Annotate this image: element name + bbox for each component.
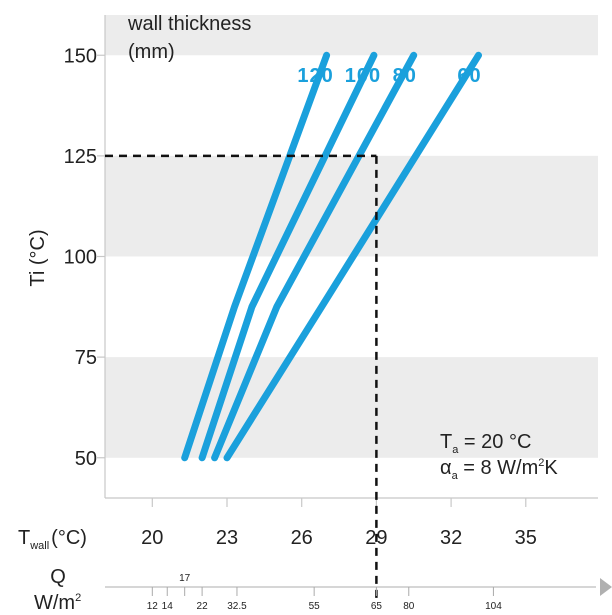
- x-tick-label: 23: [216, 527, 238, 549]
- q-tick-label: 32.5: [227, 601, 247, 612]
- x-axis-title: Twall (°C): [18, 527, 87, 552]
- y-tick-label: 100: [64, 247, 97, 269]
- series-label-120: 120: [297, 65, 333, 87]
- series-line-120: [181, 51, 331, 462]
- x-tick-label: 20: [141, 527, 163, 549]
- q-tick-label: 12: [147, 601, 159, 612]
- q-axis-unit: W/m2: [34, 592, 81, 614]
- x-axis-ticks: 20 23 26 29 32 35: [141, 498, 537, 549]
- series-label-100: 100: [345, 65, 381, 87]
- q-tick-label: 17: [179, 573, 191, 584]
- q-axis-arrow-icon: [600, 578, 612, 596]
- band-2: [105, 15, 598, 56]
- q-tick-label: 65: [371, 601, 383, 612]
- series-label-80: 80: [393, 65, 417, 87]
- annotation-ta: Ta = 20 °C: [440, 431, 531, 456]
- series-label-60: 60: [457, 65, 481, 87]
- series-lines: [181, 51, 482, 462]
- x-tick-label: 35: [515, 527, 537, 549]
- q-axis-ticks: 12 14 17 22 32.5 55 65 80 104: [147, 573, 502, 612]
- series-line-80: [211, 51, 418, 462]
- series-line-100: [198, 51, 378, 462]
- legend-title-line1: wall thickness: [127, 13, 251, 35]
- legend-title-line2: (mm): [128, 41, 175, 63]
- y-tick-label: 75: [75, 347, 97, 369]
- reference-dashed-lines: [105, 154, 378, 598]
- q-tick-label: 55: [309, 601, 321, 612]
- x-tick-label: 32: [440, 527, 462, 549]
- q-tick-label: 14: [162, 601, 174, 612]
- y-axis-title: Ti (°C): [27, 229, 49, 286]
- y-tick-label: 150: [64, 45, 97, 67]
- y-tick-label: 50: [75, 448, 97, 470]
- series-labels: 120 100 80 60: [297, 65, 481, 87]
- q-tick-label: 22: [197, 601, 209, 612]
- q-axis-label: Q: [50, 566, 66, 588]
- x-tick-label: 26: [291, 527, 313, 549]
- y-axis-ticks: 50 75 100 125 150: [64, 45, 105, 470]
- q-tick-label: 104: [485, 601, 502, 612]
- annotation-alpha: αa = 8 W/m2K: [440, 457, 558, 482]
- q-tick-label: 80: [403, 601, 415, 612]
- y-tick-label: 125: [64, 146, 97, 168]
- series-line-60: [223, 51, 482, 462]
